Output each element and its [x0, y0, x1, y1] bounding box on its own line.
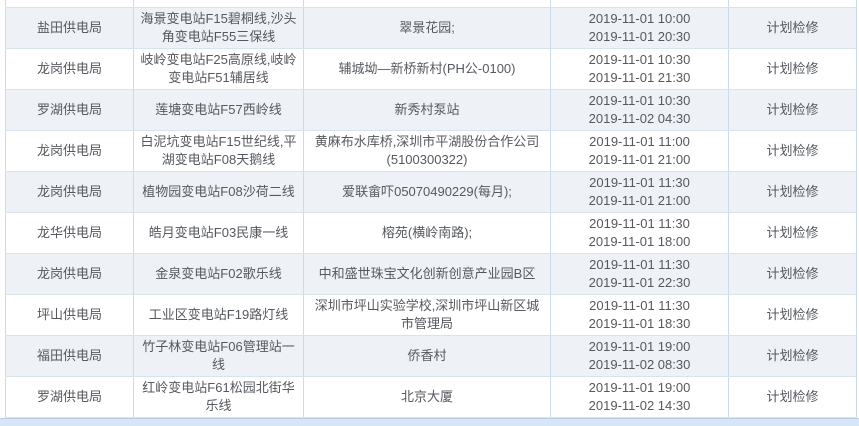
type-cell: 计划检修	[728, 170, 857, 213]
area-cell: 翠景花园;	[303, 6, 551, 49]
time-cell	[550, 0, 729, 8]
time-cell: 2019-11-01 11:30 2019-11-01 21:00	[550, 170, 729, 213]
area-cell: 新秀村泵站	[303, 88, 551, 131]
area-cell: 北京大厦	[303, 375, 551, 418]
line-cell: 莲塘变电站F57西岭线	[133, 88, 304, 131]
table-row: 龙岗供电局 岐岭变电站F25高原线,岐岭变电站F51辅居线 辅城坳—新桥新村(P…	[5, 47, 857, 90]
table-row: 罗湖供电局 红岭变电站F61松园北街华乐线 北京大厦 2019-11-01 19…	[5, 375, 857, 418]
table-row: 坪山供电局 工业区变电站F19路灯线 深圳市坪山实验学校,深圳市坪山新区城市管理…	[5, 293, 857, 336]
type-cell: 计划检修	[728, 334, 857, 377]
end-time: 2019-11-02 08:30	[588, 356, 691, 372]
time-cell: 2019-11-01 10:00 2019-11-01 20:30	[550, 6, 729, 49]
area-cell: 榕苑(横岭南路);	[303, 211, 551, 254]
bottom-bar-cutoff	[0, 417, 859, 426]
type-cell: 计划检修	[728, 211, 857, 254]
table-row: 龙华供电局 皓月变电站F03民康一线 榕苑(横岭南路); 2019-11-01 …	[5, 211, 857, 254]
time-cell: 2019-11-01 10:30 2019-11-01 21:30	[550, 47, 729, 90]
time-cell: 2019-11-01 19:00 2019-11-02 14:30	[550, 375, 729, 418]
table-row: 龙岗供电局 白泥坑变电站F15世纪线,平湖变电站F08天鹅线 黄麻布水库桥,深圳…	[5, 129, 857, 172]
line-cell: 海景变电站F15碧桐线,沙头角变电站F55三保线	[133, 6, 304, 49]
time-cell: 2019-11-01 19:00 2019-11-02 08:30	[550, 334, 729, 377]
line-cell: 皓月变电站F03民康一线	[133, 211, 304, 254]
bureau-cell: 龙岗供电局	[5, 170, 134, 213]
line-cell: 金泉变电站F02歌乐线	[133, 252, 304, 295]
start-time: 2019-11-01 11:30	[589, 215, 690, 231]
start-time: 2019-11-01 10:30	[588, 92, 691, 108]
table-row: 盐田供电局 海景变电站F15碧桐线,沙头角变电站F55三保线 翠景花园; 201…	[5, 6, 857, 49]
bureau-cell: 龙岗供电局	[5, 129, 134, 172]
time-cell: 2019-11-01 11:30 2019-11-01 18:00	[550, 211, 729, 254]
area-cell: 爱联畲吓05070490229(每月);	[303, 170, 551, 213]
table-row: 龙岗供电局 植物园变电站F08沙荷二线 爱联畲吓05070490229(每月);…	[5, 170, 857, 213]
table-row: 福田供电局 竹子林变电站F06管理站一线 侨香村 2019-11-01 19:0…	[5, 334, 857, 377]
type-cell: 计划检修	[728, 6, 857, 49]
end-time: 2019-11-01 21:00	[588, 151, 691, 167]
start-time: 2019-11-01 10:00	[588, 10, 691, 26]
end-time: 2019-11-02 04:30	[588, 110, 691, 126]
bureau-cell: 龙岗供电局	[5, 47, 134, 90]
end-time: 2019-11-01 20:30	[588, 28, 691, 44]
end-time: 2019-11-01 18:00	[588, 233, 691, 249]
area-cell: 深圳市坪山实验学校,深圳市坪山新区城市管理局	[303, 293, 551, 336]
bureau-cell: 坪山供电局	[5, 293, 134, 336]
type-cell: 计划检修	[728, 47, 857, 90]
area-cell: 黄麻布水库桥,深圳市平湖股份合作公司(5100300322)	[303, 129, 551, 172]
end-time: 2019-11-02 14:30	[588, 397, 691, 413]
start-time: 2019-11-01 11:30	[589, 297, 690, 313]
end-time: 2019-11-01 21:00	[588, 192, 691, 208]
table-row: 龙岗供电局 金泉变电站F02歌乐线 中和盛世珠宝文化创新创意产业园B区 2019…	[5, 252, 857, 295]
area-cell: 辅城坳—新桥新村(PH公-0100)	[303, 47, 551, 90]
bureau-cell: 龙岗供电局	[5, 252, 134, 295]
area-cell: 中和盛世珠宝文化创新创意产业园B区	[303, 252, 551, 295]
line-cell	[133, 0, 304, 8]
bureau-cell	[5, 0, 134, 8]
bureau-cell: 龙华供电局	[5, 211, 134, 254]
end-time: 2019-11-01 21:30	[588, 69, 691, 85]
type-cell: 计划检修	[728, 88, 857, 131]
end-time: 2019-11-01 22:30	[588, 274, 691, 290]
time-cell: 2019-11-01 10:30 2019-11-02 04:30	[550, 88, 729, 131]
line-cell: 白泥坑变电站F15世纪线,平湖变电站F08天鹅线	[133, 129, 304, 172]
bureau-cell: 福田供电局	[5, 334, 134, 377]
line-cell: 红岭变电站F61松园北街华乐线	[133, 375, 304, 418]
line-cell: 岐岭变电站F25高原线,岐岭变电站F51辅居线	[133, 47, 304, 90]
start-time: 2019-11-01 11:00	[589, 133, 690, 149]
time-cell: 2019-11-01 11:30 2019-11-01 18:30	[550, 293, 729, 336]
outage-schedule-table: 盐田供电局 海景变电站F15碧桐线,沙头角变电站F55三保线 翠景花园; 201…	[5, 0, 857, 418]
start-time: 2019-11-01 19:00	[588, 379, 691, 395]
type-cell: 计划检修	[728, 252, 857, 295]
line-cell: 工业区变电站F19路灯线	[133, 293, 304, 336]
start-time: 2019-11-01 11:30	[589, 256, 690, 272]
bureau-cell: 盐田供电局	[5, 6, 134, 49]
type-cell: 计划检修	[728, 293, 857, 336]
table-row: 罗湖供电局 莲塘变电站F57西岭线 新秀村泵站 2019-11-01 10:30…	[5, 88, 857, 131]
type-cell	[728, 0, 857, 8]
start-time: 2019-11-01 11:30	[589, 174, 690, 190]
bureau-cell: 罗湖供电局	[5, 375, 134, 418]
line-cell: 植物园变电站F08沙荷二线	[133, 170, 304, 213]
time-cell: 2019-11-01 11:30 2019-11-01 22:30	[550, 252, 729, 295]
area-cell: 侨香村	[303, 334, 551, 377]
line-cell: 竹子林变电站F06管理站一线	[133, 334, 304, 377]
start-time: 2019-11-01 10:30	[588, 51, 691, 67]
start-time: 2019-11-01 19:00	[588, 338, 691, 354]
table-row-cutoff	[5, 0, 857, 8]
time-cell: 2019-11-01 11:00 2019-11-01 21:00	[550, 129, 729, 172]
type-cell: 计划检修	[728, 375, 857, 418]
area-cell	[303, 0, 551, 8]
type-cell: 计划检修	[728, 129, 857, 172]
bureau-cell: 罗湖供电局	[5, 88, 134, 131]
end-time: 2019-11-01 18:30	[588, 315, 691, 331]
